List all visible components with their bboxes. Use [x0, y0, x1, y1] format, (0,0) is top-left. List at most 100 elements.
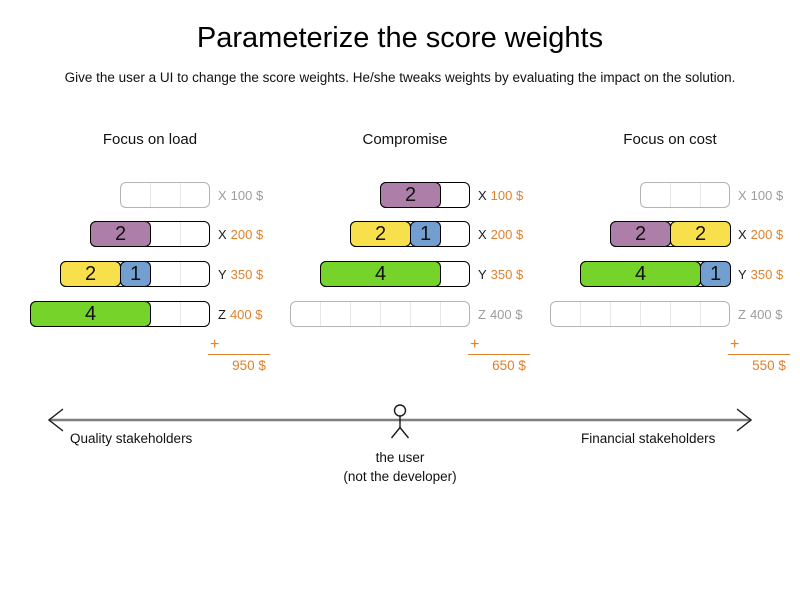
- sum-line: [208, 354, 270, 355]
- right-arrowhead-icon: [736, 408, 753, 432]
- grid-line: [580, 302, 581, 326]
- weight-track: 4: [30, 301, 210, 327]
- row-letter: Y: [478, 267, 487, 282]
- weight-track: [290, 301, 470, 327]
- row-letter: X: [218, 188, 227, 203]
- weight-track: 2: [90, 221, 210, 247]
- weight-block: 2: [380, 182, 441, 208]
- grid-line: [320, 302, 321, 326]
- grid-line: [180, 183, 181, 207]
- row-letter: X: [738, 227, 747, 242]
- grid-line: [180, 222, 181, 246]
- row-label: X 100 $: [478, 188, 523, 203]
- grid-line: [700, 183, 701, 207]
- grid-line: [180, 302, 181, 326]
- quality-stakeholders-label: Quality stakeholders: [70, 431, 193, 446]
- row-label: X 100 $: [218, 188, 263, 203]
- weight-track: [640, 182, 730, 208]
- grid-line: [700, 302, 701, 326]
- user-label-line1: the user: [375, 450, 425, 465]
- sum-block: +950 $: [208, 337, 272, 377]
- user-label-line2: (not the developer): [343, 469, 457, 484]
- row-letter: X: [218, 227, 227, 242]
- weight-track: 4: [320, 261, 470, 287]
- grid-line: [440, 302, 441, 326]
- weight-block: 2: [90, 221, 151, 247]
- row-label: Y 350 $: [738, 267, 783, 282]
- row-label: X 200 $: [478, 227, 523, 242]
- panel-header: Focus on cost: [623, 131, 717, 148]
- sum-plus-sign: +: [210, 336, 220, 353]
- panel-header: Compromise: [362, 131, 448, 148]
- row-label: Y 350 $: [478, 267, 523, 282]
- sum-total: 650 $: [492, 358, 526, 373]
- row-price: 400 $: [489, 307, 523, 322]
- grid-line: [410, 302, 411, 326]
- weight-block: 1: [410, 221, 441, 247]
- weight-block: 2: [610, 221, 671, 247]
- row-label: Z 400 $: [218, 307, 263, 322]
- row-letter: X: [478, 188, 487, 203]
- sum-block: +650 $: [468, 337, 532, 377]
- grid-line: [380, 302, 381, 326]
- weight-block: 1: [700, 261, 731, 287]
- row-letter: X: [478, 227, 487, 242]
- row-label: X 200 $: [738, 227, 783, 242]
- row-label: Z 400 $: [738, 307, 783, 322]
- panel-header: Focus on load: [102, 131, 198, 148]
- left-arrowhead-icon: [47, 408, 64, 432]
- row-letter: Z: [478, 307, 486, 322]
- grid-line: [640, 302, 641, 326]
- financial-stakeholders-label: Financial stakeholders: [581, 431, 716, 446]
- page-subtitle: Give the user a UI to change the score w…: [64, 70, 736, 85]
- weight-track: [120, 182, 210, 208]
- sum-plus-sign: +: [730, 336, 740, 353]
- sum-line: [468, 354, 530, 355]
- weight-block: 2: [350, 221, 411, 247]
- row-price: 350 $: [490, 267, 524, 282]
- sum-total: 950 $: [232, 358, 266, 373]
- weight-block: 2: [670, 221, 731, 247]
- grid-line: [180, 262, 181, 286]
- weight-track: [550, 301, 730, 327]
- weight-track: 2: [380, 182, 470, 208]
- sum-block: +550 $: [728, 337, 792, 377]
- row-label: X 100 $: [738, 188, 783, 203]
- row-price: 200 $: [490, 227, 524, 242]
- page-title: Parameterize the score weights: [196, 22, 604, 54]
- row-price: 200 $: [230, 227, 264, 242]
- row-label: Y 350 $: [218, 267, 263, 282]
- weight-block: 4: [320, 261, 441, 287]
- weight-block: 4: [580, 261, 701, 287]
- row-price: 100 $: [490, 188, 524, 203]
- weight-block: 1: [120, 261, 151, 287]
- row-price: 350 $: [750, 267, 784, 282]
- row-letter: Y: [218, 267, 227, 282]
- row-letter: X: [738, 188, 747, 203]
- row-price: 100 $: [750, 188, 784, 203]
- row-letter: Z: [738, 307, 746, 322]
- row-letter: Y: [738, 267, 747, 282]
- row-price: 400 $: [749, 307, 783, 322]
- row-price: 200 $: [750, 227, 784, 242]
- row-label: X 200 $: [218, 227, 263, 242]
- row-price: 400 $: [229, 307, 263, 322]
- grid-line: [670, 183, 671, 207]
- user-actor-icon: [390, 404, 410, 439]
- weight-block: 2: [60, 261, 121, 287]
- stakeholder-axis: [47, 404, 753, 439]
- row-price: 350 $: [230, 267, 264, 282]
- grid-line: [670, 302, 671, 326]
- row-price: 100 $: [230, 188, 264, 203]
- row-label: Z 400 $: [478, 307, 523, 322]
- grid-line: [350, 302, 351, 326]
- grid-line: [610, 302, 611, 326]
- grid-line: [150, 183, 151, 207]
- sum-plus-sign: +: [470, 336, 480, 353]
- row-letter: Z: [218, 307, 226, 322]
- sum-total: 550 $: [752, 358, 786, 373]
